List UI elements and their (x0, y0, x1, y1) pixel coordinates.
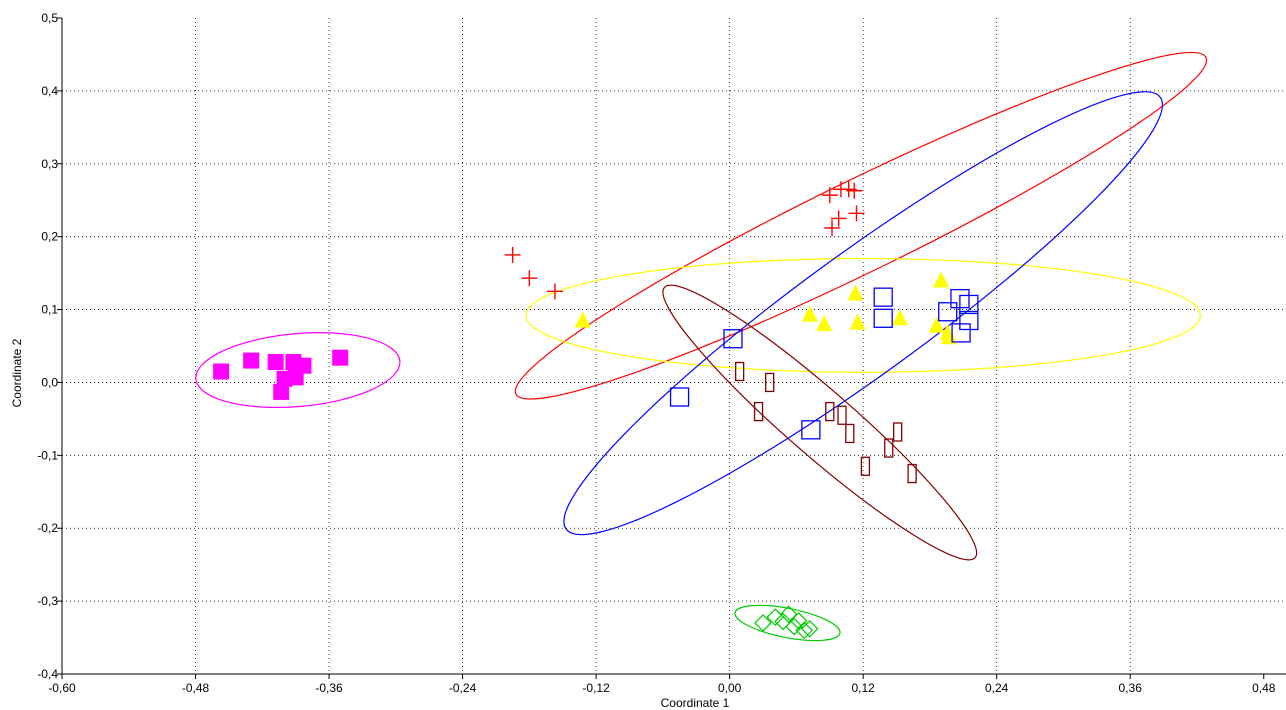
x-tick-label: 0,24 (985, 681, 1009, 695)
x-tick-label: -0,36 (315, 681, 343, 695)
x-tick-label: 0,36 (1119, 681, 1143, 695)
data-point (846, 182, 863, 199)
data-point (735, 361, 745, 382)
y-tick-label: -0,2 (37, 521, 58, 535)
data-point (213, 363, 230, 380)
x-tick-label: 0,12 (851, 681, 875, 695)
data-point (824, 219, 841, 236)
data-point (774, 612, 792, 631)
axes (61, 18, 1286, 675)
data-point (779, 605, 798, 624)
data-point (825, 401, 835, 422)
data-points (213, 181, 979, 640)
confidence-ellipse (662, 284, 978, 561)
data-point (546, 283, 563, 300)
data-point (765, 372, 775, 393)
data-point (884, 438, 894, 458)
y-tick-label: 0,0 (41, 375, 58, 389)
data-point (521, 270, 538, 287)
data-point (789, 611, 808, 630)
grid (62, 18, 1286, 674)
data-point (801, 305, 818, 322)
data-point (816, 315, 833, 332)
data-point (893, 422, 903, 442)
data-point (821, 187, 838, 204)
data-point (848, 205, 865, 222)
data-point (753, 401, 764, 422)
data-point (766, 608, 785, 626)
data-point (847, 284, 864, 301)
y-axis-title: Coordinate 2 (10, 338, 24, 407)
tick-labels: -0,60 -0,48 -0,36 -0,24 -0,12 0,00 0,12 0,24 0,3… (37, 11, 1275, 695)
data-point (276, 370, 293, 387)
y-tick-label: 0,5 (41, 11, 58, 25)
data-point (938, 302, 958, 322)
data-point (849, 313, 866, 330)
data-point (801, 420, 821, 440)
data-point (940, 328, 957, 345)
y-tick-label: 0,1 (41, 303, 58, 317)
data-point (891, 309, 908, 326)
confidence-ellipse (563, 91, 1164, 536)
x-tick-label: 0,00 (718, 681, 742, 695)
data-point (860, 456, 871, 476)
data-point (845, 423, 855, 444)
data-point (800, 619, 819, 638)
data-point (928, 316, 945, 333)
y-tick-label: -0,1 (37, 448, 58, 462)
x-tick-label: -0,12 (582, 681, 610, 695)
y-tick-label: 0,3 (41, 157, 58, 171)
data-point (723, 329, 743, 349)
x-tick-label: 0,48 (1252, 681, 1276, 695)
x-tick-label: -0,60 (48, 681, 76, 695)
data-point (837, 405, 847, 425)
data-point (785, 617, 804, 636)
y-tick-label: 0,4 (41, 84, 58, 98)
data-point (332, 349, 349, 366)
data-point (669, 387, 690, 407)
data-point (243, 352, 260, 369)
x-axis-title: Coordinate 1 (661, 696, 730, 710)
x-tick-label: -0,24 (449, 681, 477, 695)
data-point (951, 323, 971, 343)
confidence-ellipse (734, 604, 841, 642)
data-point (267, 354, 284, 371)
x-tick-label: -0,48 (182, 681, 210, 695)
data-point (933, 271, 950, 288)
data-point (907, 463, 917, 484)
y-tick-label: 0,2 (41, 230, 58, 244)
data-point (873, 308, 893, 328)
y-tick-label: -0,3 (37, 594, 58, 608)
data-point (873, 287, 893, 307)
data-point (830, 210, 847, 227)
data-point (754, 614, 772, 632)
data-point (504, 246, 521, 263)
data-point (273, 383, 290, 400)
data-point (795, 621, 814, 640)
data-point (959, 310, 979, 331)
confidence-ellipses (195, 51, 1208, 642)
confidence-ellipse (195, 332, 401, 409)
y-tick-label: -0,4 (37, 667, 58, 681)
confidence-ellipse (525, 257, 1201, 373)
data-point (574, 311, 591, 328)
data-point (959, 294, 979, 315)
